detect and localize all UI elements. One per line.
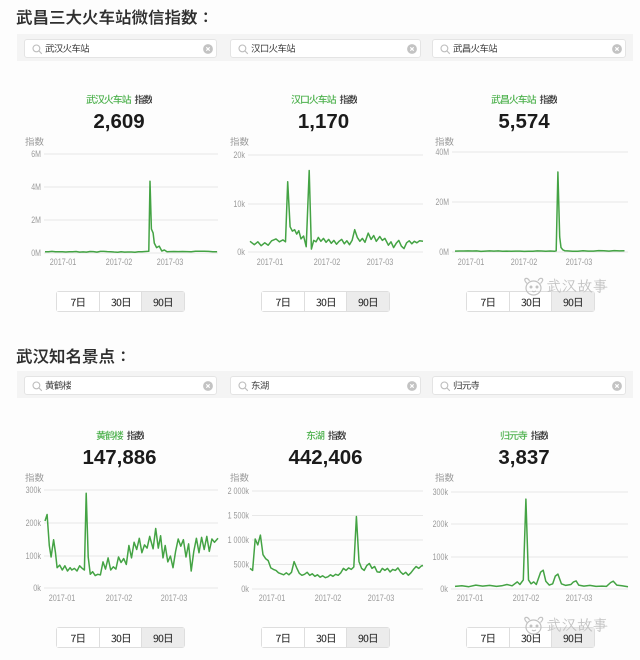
svg-text:6M: 6M [31, 149, 41, 160]
svg-text:0k: 0k [241, 584, 249, 595]
svg-text:500k: 500k [234, 560, 250, 571]
svg-text:40M: 40M [436, 147, 450, 158]
svg-text:200k: 200k [26, 518, 42, 529]
svg-text:2 000k: 2 000k [228, 486, 250, 497]
svg-text:100k: 100k [26, 551, 42, 562]
svg-text:0k: 0k [237, 247, 245, 258]
svg-text:2017-01: 2017-01 [257, 257, 284, 268]
svg-text:100k: 100k [433, 552, 449, 563]
svg-text:2017-01: 2017-01 [50, 257, 77, 268]
svg-text:20k: 20k [233, 150, 245, 161]
svg-text:4M: 4M [31, 182, 41, 193]
svg-text:2017-03: 2017-03 [566, 593, 593, 604]
svg-text:0k: 0k [440, 584, 448, 595]
svg-text:0M: 0M [31, 248, 41, 259]
svg-text:2017-03: 2017-03 [368, 593, 395, 604]
svg-text:2017-03: 2017-03 [161, 593, 188, 604]
svg-text:2017-01: 2017-01 [259, 593, 286, 604]
svg-text:0k: 0k [33, 583, 41, 594]
svg-text:2017-02: 2017-02 [315, 593, 342, 604]
svg-text:2017-02: 2017-02 [513, 593, 540, 604]
svg-text:2017-02: 2017-02 [511, 257, 538, 268]
svg-text:2M: 2M [31, 215, 41, 226]
svg-text:1 000k: 1 000k [228, 535, 250, 546]
svg-text:2017-03: 2017-03 [367, 257, 394, 268]
svg-text:2017-02: 2017-02 [106, 593, 133, 604]
svg-text:200k: 200k [433, 519, 449, 530]
svg-text:2017-02: 2017-02 [314, 257, 341, 268]
svg-text:300k: 300k [433, 487, 449, 498]
svg-text:1 500k: 1 500k [228, 511, 250, 522]
svg-text:20M: 20M [436, 197, 450, 208]
svg-text:10k: 10k [233, 199, 245, 210]
svg-text:2017-03: 2017-03 [157, 257, 184, 268]
svg-text:2017-01: 2017-01 [457, 593, 484, 604]
svg-text:2017-01: 2017-01 [458, 257, 485, 268]
svg-text:300k: 300k [26, 485, 42, 496]
svg-text:2017-01: 2017-01 [49, 593, 76, 604]
svg-text:2017-02: 2017-02 [106, 257, 133, 268]
svg-text:0M: 0M [439, 247, 449, 258]
svg-text:2017-03: 2017-03 [566, 257, 593, 268]
